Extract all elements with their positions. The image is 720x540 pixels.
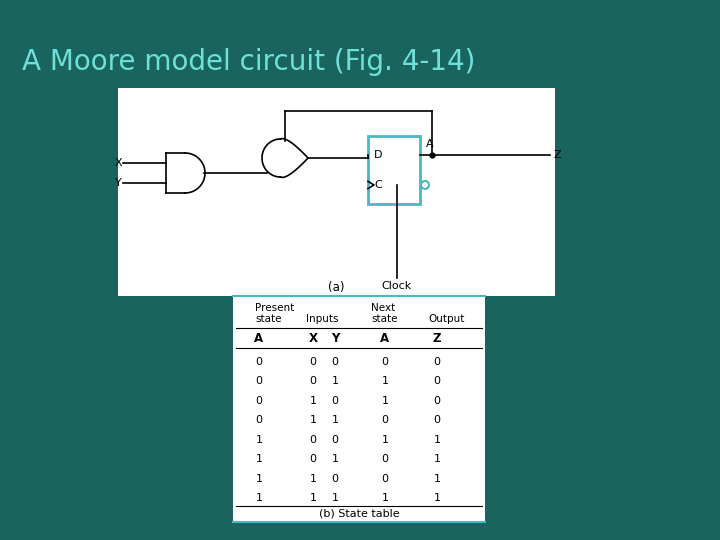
Text: 1: 1 [433,454,441,464]
Text: 1: 1 [256,435,263,445]
Text: 1: 1 [433,493,441,503]
Text: 0: 0 [331,435,338,445]
Text: 0: 0 [331,357,338,367]
Text: 0: 0 [310,376,317,386]
Text: 0: 0 [310,454,317,464]
Bar [368,136,420,204]
Text: Inputs: Inputs [306,314,338,324]
Text: X: X [308,332,318,345]
Text: 0: 0 [256,357,263,367]
Text: 0: 0 [256,396,263,406]
Text: (a): (a) [328,281,345,294]
Text: Y: Y [330,332,339,345]
Text: D: D [374,150,382,160]
Text: X: X [114,158,122,168]
Text: 0: 0 [433,357,441,367]
Text: Y: Y [115,178,122,188]
Text: A: A [426,139,434,149]
Text: 0: 0 [433,376,441,386]
Text: 0: 0 [256,376,263,386]
Text: C: C [374,180,382,190]
Text: 1: 1 [331,493,338,503]
Text: 0: 0 [331,396,338,406]
Text: A Moore model circuit (Fig. 4-14): A Moore model circuit (Fig. 4-14) [22,48,475,76]
Text: Clock: Clock [382,281,412,291]
Text: 1: 1 [256,454,263,464]
Text: 0: 0 [256,415,263,426]
Text: 1: 1 [382,376,389,386]
Text: state: state [371,314,397,324]
Text: 1: 1 [433,435,441,445]
Text: 0: 0 [433,415,441,426]
Text: 1: 1 [310,493,317,503]
Text: 1: 1 [433,474,441,484]
Text: 0: 0 [433,396,441,406]
Text: 0: 0 [382,474,389,484]
Text: 1: 1 [310,415,317,426]
Text: 0: 0 [382,357,389,367]
Text: 0: 0 [310,435,317,445]
Text: 0: 0 [382,454,389,464]
Text: 1: 1 [331,376,338,386]
Text: Z: Z [553,150,561,160]
Text: A: A [380,332,390,345]
Text: state: state [255,314,282,324]
Text: Output: Output [428,314,464,324]
Text: 0: 0 [310,357,317,367]
Text: Present: Present [255,303,294,313]
Text: 1: 1 [310,396,317,406]
Text: 1: 1 [382,493,389,503]
Text: 0: 0 [331,474,338,484]
Text: 1: 1 [331,415,338,426]
Text: 0: 0 [382,415,389,426]
Text: 1: 1 [310,474,317,484]
Text: Z: Z [433,332,441,345]
Text: A: A [254,332,264,345]
Text: 1: 1 [382,435,389,445]
Text: 1: 1 [256,474,263,484]
Text: (b) State table: (b) State table [319,509,400,519]
Text: Next: Next [371,303,395,313]
Bar [118,88,555,296]
Text: 1: 1 [256,493,263,503]
Bar [233,296,485,522]
Text: 1: 1 [382,396,389,406]
Text: 1: 1 [331,454,338,464]
